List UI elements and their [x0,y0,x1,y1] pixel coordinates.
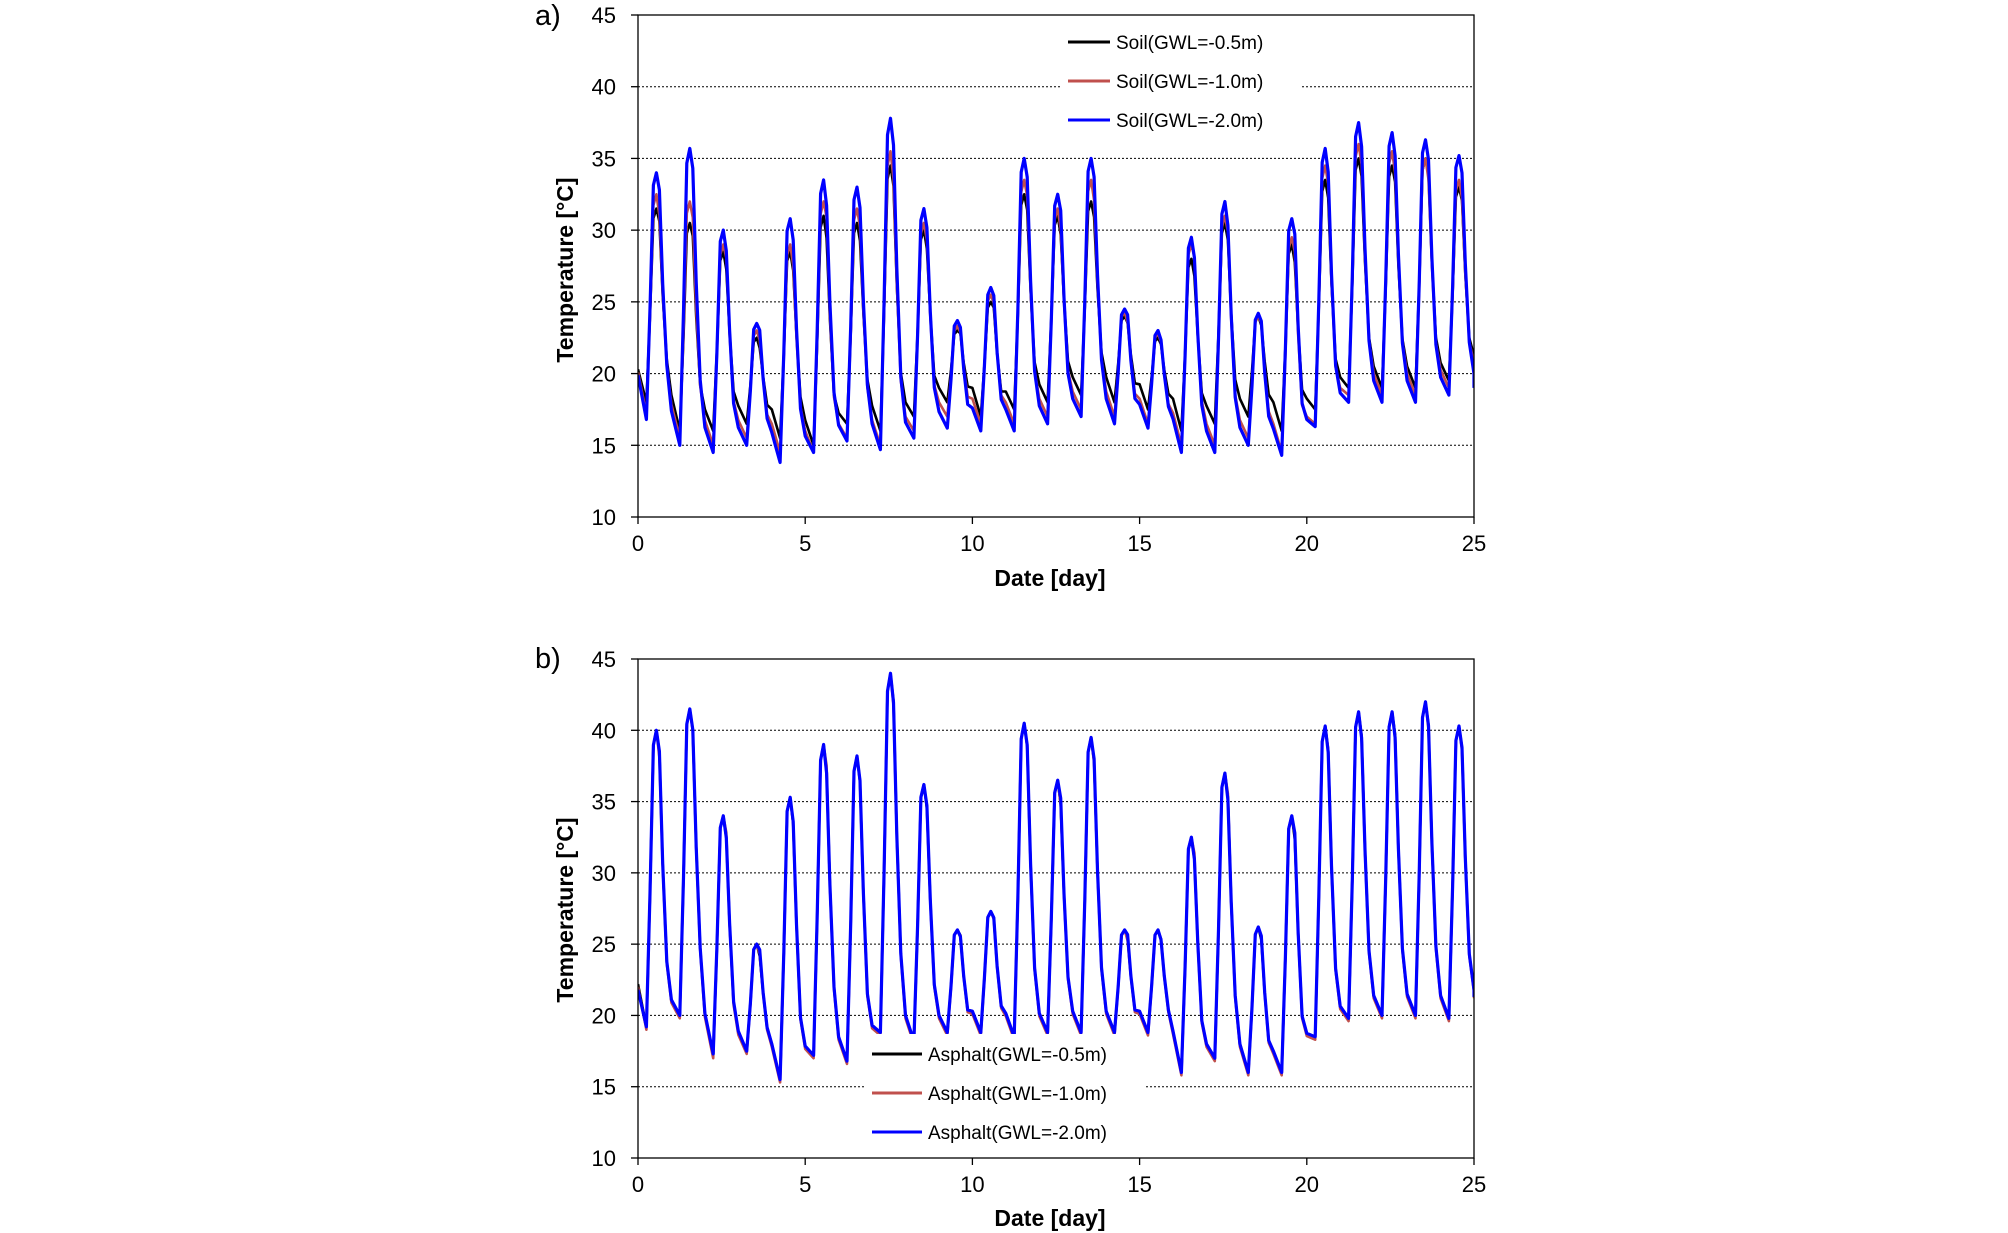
y-tick-label: 35 [592,146,616,171]
legend-label: Soil(GWL=-0.5m) [1116,33,1263,54]
x-tick-label: 5 [799,1172,811,1197]
series-line [638,142,1474,454]
series-line [638,672,1474,1084]
gridlines-a [638,86,1474,446]
y-tick-label: 35 [592,790,616,815]
series-line [638,671,1474,1082]
x-axis-label-b: Date [day] [994,1205,1105,1231]
chart-panel-a: a) Date [day] Temperature [°C] 10 15 20 25 3… [535,0,1486,591]
y-tick-label: 40 [592,718,616,743]
x-tick-label: 10 [960,1172,984,1197]
plot-frame-b [637,658,1475,1159]
x-tick-label: 20 [1295,1172,1319,1197]
y-tick-label: 25 [592,932,616,957]
panel-label-b: b) [535,643,561,675]
legend-label: Soil(GWL=-1.0m) [1116,72,1263,93]
y-tick-label: 15 [592,1075,616,1100]
x-tick-label: 15 [1127,1172,1151,1197]
y-tick-label: 10 [592,1146,616,1171]
series-line [638,116,1474,465]
y-tick-label: 10 [592,505,616,530]
series-group-b [638,671,1474,1084]
x-tick-label: 10 [960,531,984,556]
x-ticks-a: 0 5 10 15 20 25 [632,517,1486,556]
y-tick-label: 25 [592,290,616,315]
x-tick-label: 25 [1462,531,1486,556]
y-tick-label: 30 [592,218,616,243]
x-axis-label-a: Date [day] [994,565,1105,591]
x-tick-label: 25 [1462,1172,1486,1197]
x-tick-label: 0 [632,531,644,556]
legend-label: Asphalt(GWL=-0.5m) [928,1045,1107,1066]
y-ticks-a: 10 15 20 25 30 35 40 45 [592,3,638,530]
x-tick-label: 20 [1295,531,1319,556]
series-group-a [638,116,1474,465]
legend-label: Asphalt(GWL=-2.0m) [928,1123,1107,1144]
y-axis-label-b: Temperature [°C] [552,817,578,1002]
x-tick-label: 0 [632,1172,644,1197]
y-ticks-b: 10 15 20 25 30 35 40 45 [592,647,638,1171]
plot-frame-a [637,14,1475,518]
y-tick-label: 45 [592,647,616,672]
legend-label: Asphalt(GWL=-1.0m) [928,1084,1107,1105]
y-tick-label: 15 [592,433,616,458]
y-tick-label: 30 [592,861,616,886]
y-axis-label-a: Temperature [°C] [552,177,578,362]
legend-a: Soil(GWL=-0.5m) Soil(GWL=-1.0m) Soil(GWL=-… [1062,22,1302,145]
legend-b: Asphalt(GWL=-0.5m) Asphalt(GWL=-1.0m) Asph… [866,1034,1144,1157]
legend-label: Soil(GWL=-2.0m) [1116,111,1263,132]
y-tick-label: 20 [592,1003,616,1028]
x-tick-label: 15 [1127,531,1151,556]
y-tick-label: 40 [592,75,616,100]
panel-label-a: a) [535,0,561,32]
x-tick-label: 5 [799,531,811,556]
chart-panel-b: b) Date [day] Temperature [°C] 10 15 20 25 3… [535,643,1486,1231]
y-tick-label: 45 [592,3,616,28]
y-tick-label: 20 [592,362,616,387]
x-ticks-b: 0 5 10 15 20 25 [632,1158,1486,1197]
